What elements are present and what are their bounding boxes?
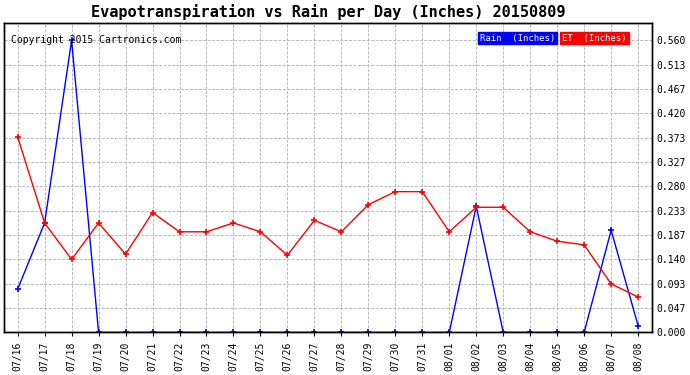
Text: Copyright 2015 Cartronics.com: Copyright 2015 Cartronics.com [10, 35, 181, 45]
Text: Rain  (Inches): Rain (Inches) [480, 33, 555, 42]
Text: ET  (Inches): ET (Inches) [562, 33, 627, 42]
Title: Evapotranspiration vs Rain per Day (Inches) 20150809: Evapotranspiration vs Rain per Day (Inch… [90, 4, 565, 20]
